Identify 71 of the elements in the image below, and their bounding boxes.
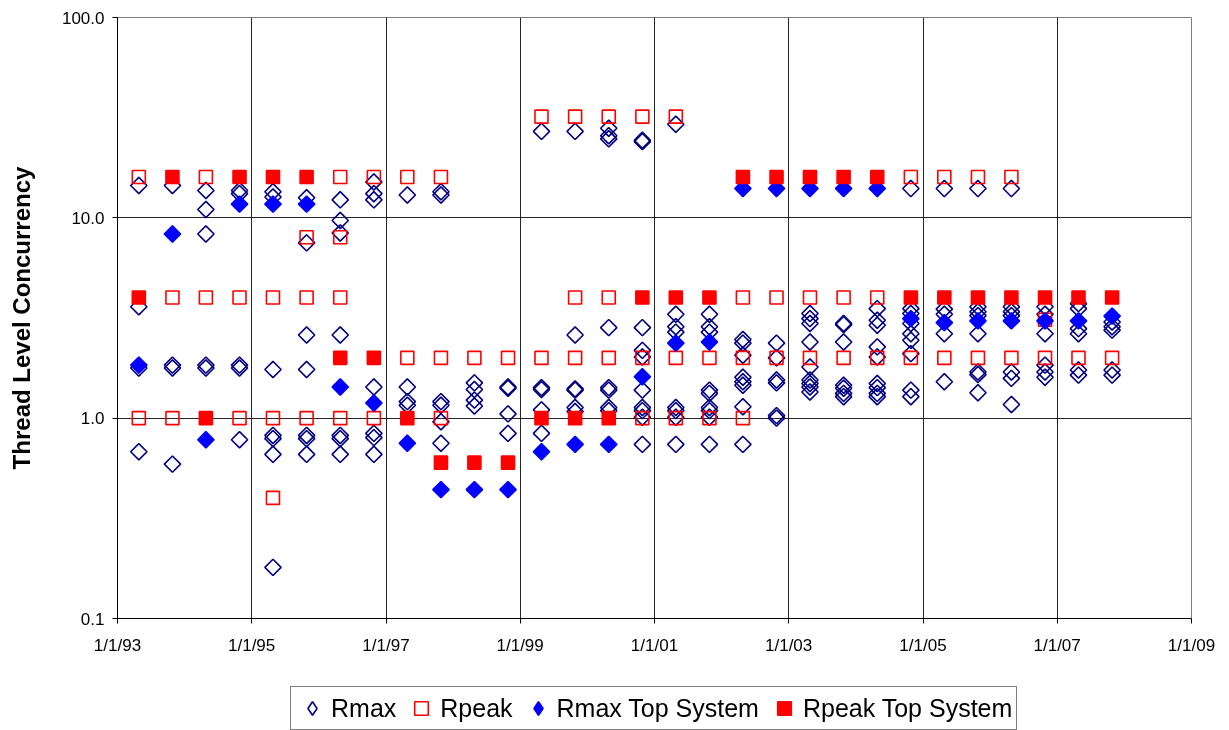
point <box>332 350 348 366</box>
point <box>903 290 919 305</box>
point <box>398 434 417 453</box>
y-tick-label: 0.1 <box>80 609 105 629</box>
y-tick-label: 10.0 <box>71 208 105 228</box>
x-tick-label: 1/1/95 <box>228 635 276 655</box>
point <box>432 480 450 499</box>
point <box>500 455 516 470</box>
point <box>836 169 851 185</box>
point <box>1004 290 1019 305</box>
point <box>196 430 215 449</box>
y-tick-label: 100.0 <box>61 8 105 28</box>
point <box>970 290 986 305</box>
point <box>364 394 383 412</box>
point <box>297 195 316 214</box>
point <box>668 290 684 305</box>
x-tick-label: 1/1/07 <box>1033 635 1081 655</box>
y-tick-label: 1.0 <box>80 409 105 429</box>
x-tick-label: 1/1/03 <box>765 635 813 655</box>
point <box>532 442 551 461</box>
point <box>601 410 617 426</box>
point <box>1002 311 1021 330</box>
point <box>1104 290 1120 305</box>
point <box>165 169 180 185</box>
point <box>131 290 147 305</box>
point <box>1069 311 1088 330</box>
point <box>1103 307 1122 326</box>
x-tick-label: 1/1/05 <box>899 635 947 655</box>
point <box>534 410 549 426</box>
point <box>163 225 182 243</box>
point <box>299 169 314 185</box>
point <box>935 313 954 332</box>
point <box>802 169 818 185</box>
point <box>769 169 784 185</box>
point <box>735 169 751 185</box>
point <box>331 378 350 396</box>
point <box>264 195 282 214</box>
point <box>499 480 517 499</box>
point <box>265 169 281 185</box>
point <box>599 435 618 454</box>
point <box>366 350 382 366</box>
point <box>666 334 685 353</box>
legend-label: Rpeak <box>440 693 513 723</box>
x-tick-label: 1/1/09 <box>1167 635 1216 655</box>
point <box>700 333 719 351</box>
point <box>566 435 585 454</box>
x-tick-label: 1/1/93 <box>93 635 142 655</box>
legend-label: Rmax <box>331 693 397 723</box>
legend-label: Rpeak Top System <box>802 693 1013 723</box>
point <box>937 290 952 305</box>
point <box>467 455 482 470</box>
point <box>1071 290 1086 305</box>
point <box>1037 290 1053 305</box>
point <box>869 169 885 185</box>
point <box>635 290 650 305</box>
point <box>230 195 249 214</box>
x-tick-label: 1/1/01 <box>630 635 679 655</box>
legend-label: Rmax Top System <box>556 693 759 723</box>
x-tick-label: 1/1/99 <box>496 635 544 655</box>
point <box>633 367 652 386</box>
point <box>198 410 214 426</box>
point <box>433 455 449 470</box>
point <box>702 290 717 305</box>
point <box>400 410 415 426</box>
point <box>901 309 920 328</box>
point <box>465 480 484 499</box>
y-axis-title: Thread Level Concurrency <box>7 165 35 470</box>
point <box>232 169 247 185</box>
point <box>567 410 583 426</box>
x-tick-label: 1/1/97 <box>362 635 410 655</box>
point <box>969 311 987 330</box>
